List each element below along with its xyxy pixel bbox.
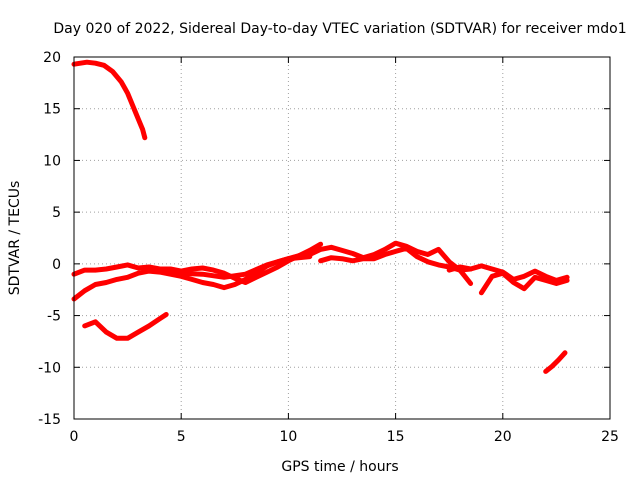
chart-title: Day 020 of 2022, Sidereal Day-to-day VTE… — [53, 21, 626, 37]
y-tick-label: 15 — [43, 102, 61, 118]
series-line-arc-main-c — [157, 254, 313, 280]
axis-layer: 0 5 10 15 20 25 -15 -10 -5 0 5 10 15 20 — [38, 50, 619, 445]
series-line-arc-late-b — [478, 270, 570, 296]
x-tick-label: 0 — [70, 429, 79, 445]
plot-frame — [73, 56, 611, 420]
series-line-arc-low — [82, 312, 169, 341]
series-line-arc-main-a — [71, 241, 324, 285]
series-line-arc-end — [543, 350, 568, 374]
x-axis-label: GPS time / hours — [281, 459, 398, 475]
series-line-arc-mid — [296, 240, 474, 286]
y-tick-label: 10 — [43, 153, 61, 169]
series-line-arc-mid-b — [318, 245, 474, 273]
x-tick-label: 20 — [494, 429, 512, 445]
x-tick-label: 25 — [601, 429, 619, 445]
y-tick-label: -5 — [47, 309, 61, 325]
grid-layer — [74, 57, 610, 419]
x-tick-label: 15 — [387, 429, 405, 445]
y-tick-label: 20 — [43, 50, 61, 66]
y-tick-label: 0 — [52, 257, 61, 273]
y-tick-label: -15 — [38, 412, 61, 428]
y-axis-label: SDTVAR / TECUs — [7, 181, 23, 296]
x-tick-label: 10 — [279, 429, 297, 445]
x-tick-label: 5 — [177, 429, 186, 445]
y-tick-label: -10 — [38, 360, 61, 376]
y-tick-label: 5 — [52, 205, 61, 221]
series-line-arc-high — [71, 59, 148, 141]
series-layer — [71, 59, 570, 374]
